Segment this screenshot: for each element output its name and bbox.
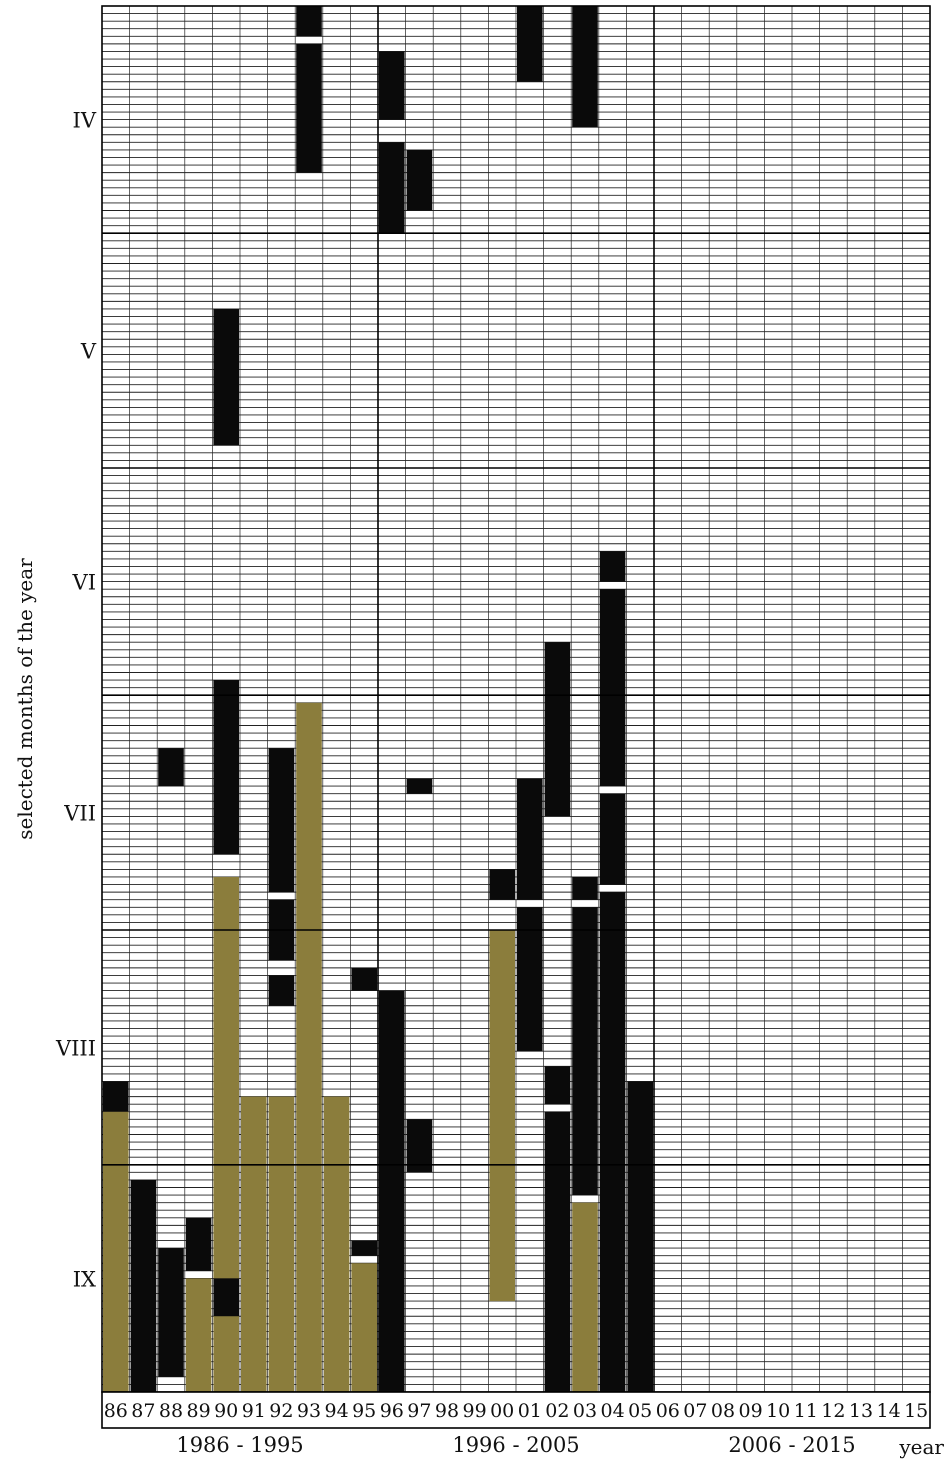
- bar-segment-95: [351, 1263, 377, 1392]
- year-tick-label: 12: [821, 1400, 845, 1422]
- month-label: VI: [72, 571, 96, 595]
- bar-segment-04: [599, 589, 626, 787]
- bar-segment-04: [599, 551, 626, 582]
- bar-segment-03: [572, 876, 598, 900]
- year-tick-label: 04: [601, 1400, 625, 1422]
- month-label: V: [80, 340, 97, 364]
- bar-segment-87: [130, 1179, 157, 1339]
- year-tick-label: 07: [683, 1400, 707, 1422]
- bar-segment-01: [517, 6, 543, 82]
- bar-segment-97: [406, 778, 433, 794]
- bar-segment-88: [158, 748, 184, 787]
- bar-segment-02: [544, 1066, 571, 1105]
- bar-segment-95: [351, 967, 377, 991]
- chart-frame: [101, 5, 931, 1429]
- bar-segment-03: [572, 1202, 598, 1392]
- bar-segment-05: [627, 1081, 653, 1392]
- bar-segment-86: [103, 1081, 129, 1112]
- bar-segment-89: [185, 1217, 212, 1271]
- year-tick-label: 92: [269, 1400, 293, 1422]
- bar-segment-93: [296, 6, 322, 37]
- bar-segment-94: [323, 1096, 350, 1392]
- bar-segment-04: [599, 892, 626, 1392]
- year-tick-label: 15: [904, 1400, 928, 1422]
- bar-segment-92: [268, 748, 295, 893]
- year-tick-label: 99: [463, 1400, 487, 1422]
- bar-segment-93: [296, 702, 322, 1392]
- bar-segment-90: [213, 876, 239, 1279]
- bar-segments: [103, 6, 653, 1392]
- bar-segment-90: [213, 308, 239, 446]
- year-tick-label: 00: [490, 1400, 514, 1422]
- month-label: IX: [73, 1267, 96, 1291]
- year-tick-label: 13: [849, 1400, 873, 1422]
- decade-label: 1996 - 2005: [452, 1433, 579, 1457]
- year-tick-label: 05: [628, 1400, 652, 1422]
- month-label: VII: [63, 802, 96, 826]
- year-tick-label: 95: [352, 1400, 376, 1422]
- bar-segment-88: [158, 1248, 184, 1377]
- year-tick-label: 03: [573, 1400, 597, 1422]
- bar-segment-91: [241, 1096, 267, 1392]
- bar-segment-90: [213, 680, 239, 855]
- bar-segment-03: [572, 6, 598, 128]
- year-tick-label: 96: [380, 1400, 404, 1422]
- year-tick-label: 01: [518, 1400, 542, 1422]
- year-tick-label: 98: [435, 1400, 459, 1422]
- bar-segment-03: [572, 907, 598, 1196]
- year-tick-label: 10: [766, 1400, 790, 1422]
- year-tick-label: 87: [131, 1400, 155, 1422]
- year-tick-label: 93: [297, 1400, 321, 1422]
- bar-segment-01: [517, 778, 543, 900]
- year-tick-label: 14: [877, 1400, 901, 1422]
- bar-segment-97: [406, 1119, 433, 1173]
- year-tick-label: 91: [242, 1400, 266, 1422]
- year-tick-label: 09: [739, 1400, 763, 1422]
- year-tick-label: 86: [104, 1400, 128, 1422]
- bar-segment-86: [103, 1111, 129, 1392]
- bar-segment-01: [517, 907, 543, 1052]
- year-tick-label: 89: [187, 1400, 211, 1422]
- year-tick-label: 88: [159, 1400, 183, 1422]
- bar-segment-92: [268, 1096, 295, 1392]
- bar-segment-95: [351, 1240, 377, 1256]
- bar-segment-96: [379, 51, 405, 120]
- year-tick-label: 94: [325, 1400, 349, 1422]
- decade-label: 1986 - 1995: [176, 1433, 303, 1457]
- bar-segment-00: [489, 869, 515, 900]
- month-label: VIII: [55, 1036, 96, 1060]
- bar-segment-02: [544, 1111, 571, 1392]
- bar-segment-87: [130, 1338, 157, 1392]
- decade-label: 2006 - 2015: [728, 1433, 855, 1457]
- bar-segment-90: [213, 1278, 239, 1317]
- year-tick-label: 90: [214, 1400, 238, 1422]
- y-axis-title: selected months of the year: [13, 558, 37, 840]
- year-label-strip: [101, 1391, 931, 1429]
- bar-segment-92: [268, 975, 295, 1006]
- bar-segment-89: [185, 1278, 212, 1392]
- bar-segment-97: [406, 149, 433, 211]
- month-label: IV: [73, 109, 97, 133]
- year-tick-label: 06: [656, 1400, 680, 1422]
- year-tick-label: 97: [407, 1400, 431, 1422]
- year-tick-label: 11: [794, 1400, 818, 1422]
- bar-segment-93: [296, 43, 322, 173]
- x-axis-title: year: [898, 1435, 944, 1459]
- bar-segment-04: [599, 793, 626, 885]
- bar-segment-02: [544, 642, 571, 817]
- axis-labels: IV V VI VII VIII IX 86 87 88 89 90 91 92 93 94 95 96 97 98…: [13, 109, 944, 1459]
- bar-segment-96: [379, 142, 405, 234]
- year-tick-label: 02: [545, 1400, 569, 1422]
- year-tick-label: 08: [711, 1400, 735, 1422]
- bar-segment-00: [489, 930, 515, 1302]
- bar-segment-90: [213, 1316, 239, 1392]
- bar-segment-96: [379, 990, 405, 1392]
